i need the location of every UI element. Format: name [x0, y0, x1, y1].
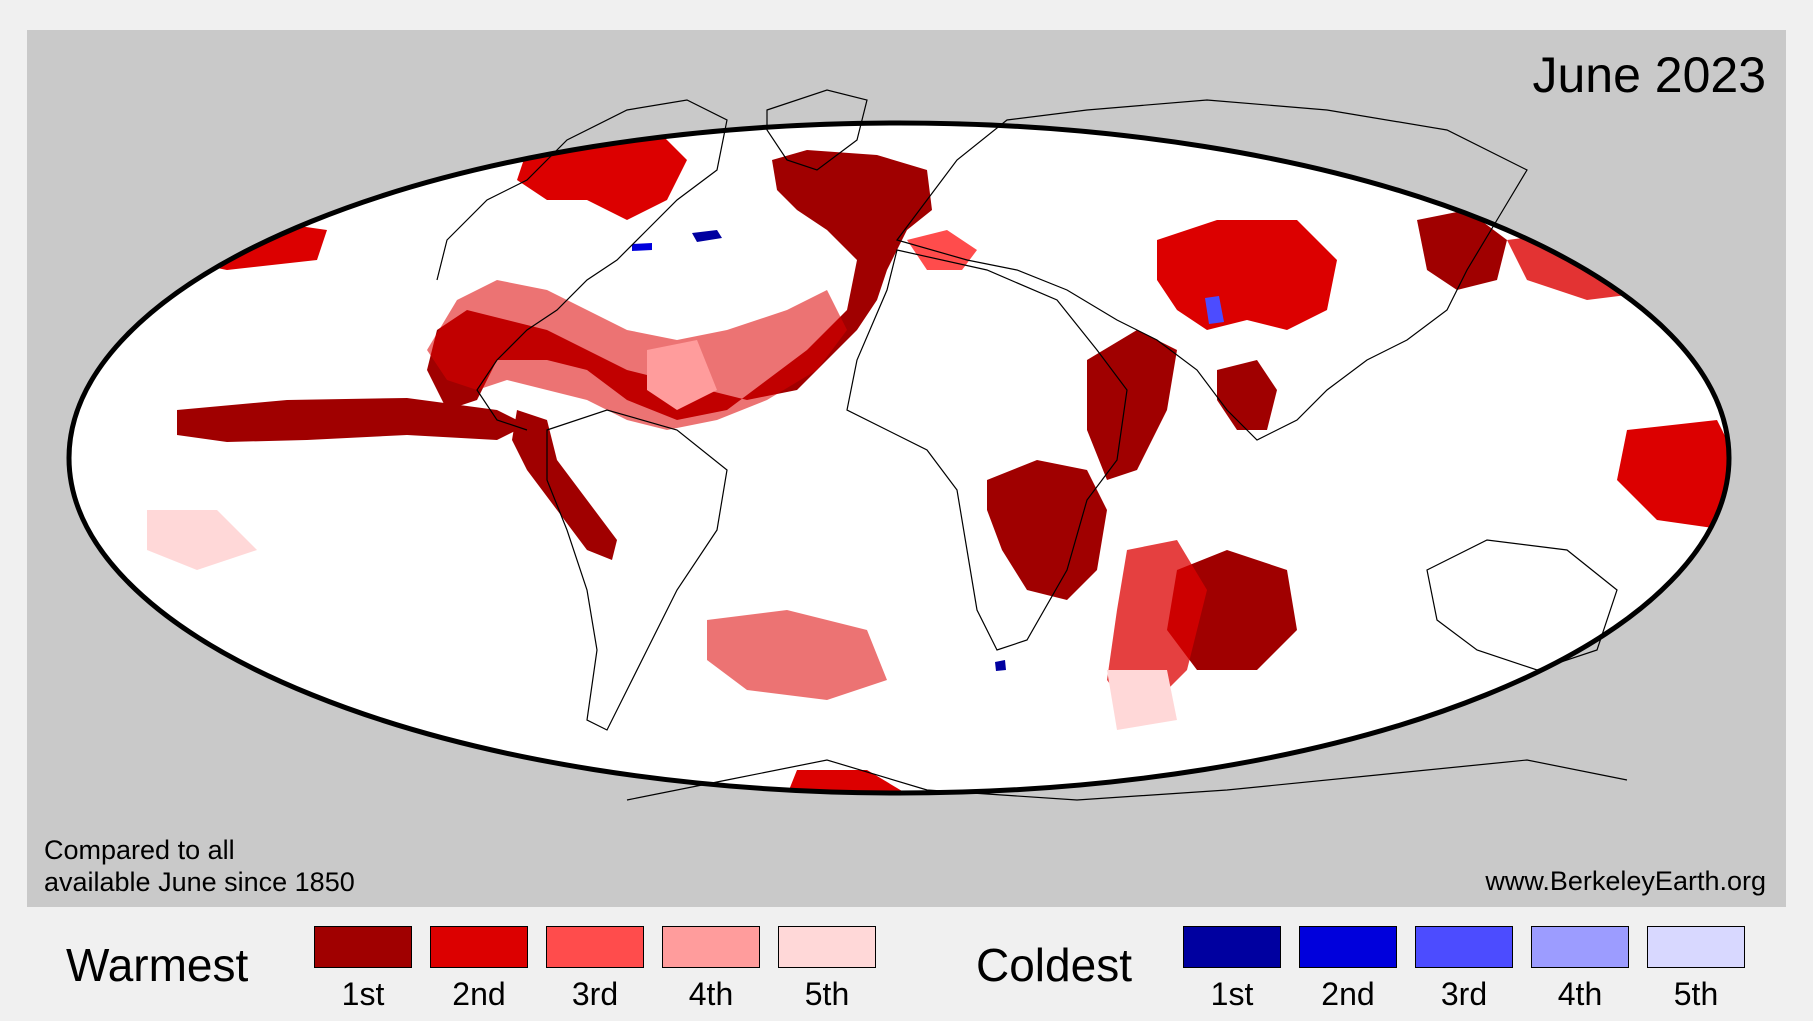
region-south-america-coast-1st [512, 410, 617, 560]
source-credit: www.BerkeleyEarth.org [1485, 866, 1766, 896]
region-asia-2nd [1157, 220, 1337, 330]
coastline-north-america [436, 99, 728, 431]
map-panel: June 2023 Compared to all available June… [27, 30, 1786, 907]
region-mediterranean-3rd [907, 230, 977, 270]
legend-cold-label: Coldest [976, 939, 1132, 991]
region-east-asia-1st [1417, 210, 1507, 290]
region-4th-patch-1 [647, 340, 717, 410]
map-outline [66, 120, 1732, 796]
swatch-warm-1 [314, 926, 412, 968]
rank-cold-1: 1st [1210, 976, 1254, 1012]
swatch-warm-4 [662, 926, 760, 968]
region-southern-africa-1st [987, 460, 1107, 600]
coastline-greenland [766, 89, 868, 171]
note-line-1: Compared to all [44, 835, 235, 865]
rank-warm-2: 2nd [452, 976, 506, 1012]
rank-warm-5: 5th [804, 976, 850, 1012]
region-south-atlantic-2nd [707, 610, 887, 700]
swatch-cold-4 [1531, 926, 1629, 968]
world-map [66, 89, 1732, 801]
swatch-warm-2 [430, 926, 528, 968]
coastlines [436, 89, 1628, 801]
region-antarctic-peninsula-2nd [787, 770, 917, 793]
rank-cold-5: 5th [1673, 976, 1719, 1012]
region-west-pacific-2nd [1617, 420, 1729, 530]
map-title: June 2023 [1532, 47, 1766, 103]
legend-cold: Coldest 1st 2nd 3rd 4th 5th [900, 922, 1800, 1017]
rank-cold-3: 3rd [1440, 976, 1488, 1012]
swatch-warm-5 [778, 926, 876, 968]
swatch-cold-2 [1299, 926, 1397, 968]
swatch-cold-1 [1183, 926, 1281, 968]
region-5th-patch-1 [147, 510, 257, 570]
legend-warm-label: Warmest [66, 939, 249, 991]
rank-warm-4: 4th [688, 976, 734, 1012]
region-5th-patch-2 [1107, 670, 1177, 730]
region-cold-asia-3rd [1205, 296, 1224, 324]
rank-cold-4: 4th [1557, 976, 1603, 1012]
swatch-cold-3 [1415, 926, 1513, 968]
region-east-pacific-1st [177, 398, 527, 442]
region-cold-madagascar-1st [995, 660, 1006, 671]
region-cold-atlantic-1st [692, 230, 722, 242]
region-cold-atlantic-2nd [632, 243, 652, 251]
rank-cold-2: 2nd [1321, 976, 1375, 1012]
coastline-eurasia [895, 99, 1528, 441]
coastline-antarctica [626, 759, 1628, 801]
note-line-2: available June since 1850 [44, 867, 355, 897]
legend-warm: Warmest 1st 2nd 3rd 4th 5th [0, 922, 900, 1017]
coastline-australia [1426, 539, 1618, 671]
rank-warm-3: 3rd [571, 976, 619, 1012]
rank-warm-1: 1st [341, 976, 385, 1012]
region-caribbean-2nd [427, 280, 847, 430]
region-india-1st [1217, 360, 1277, 430]
coastline-south-america [546, 409, 728, 731]
swatch-warm-3 [546, 926, 644, 968]
coastline-africa [846, 249, 1128, 651]
comparison-note: Compared to all available June since 185… [44, 834, 355, 898]
swatch-cold-5 [1647, 926, 1745, 968]
